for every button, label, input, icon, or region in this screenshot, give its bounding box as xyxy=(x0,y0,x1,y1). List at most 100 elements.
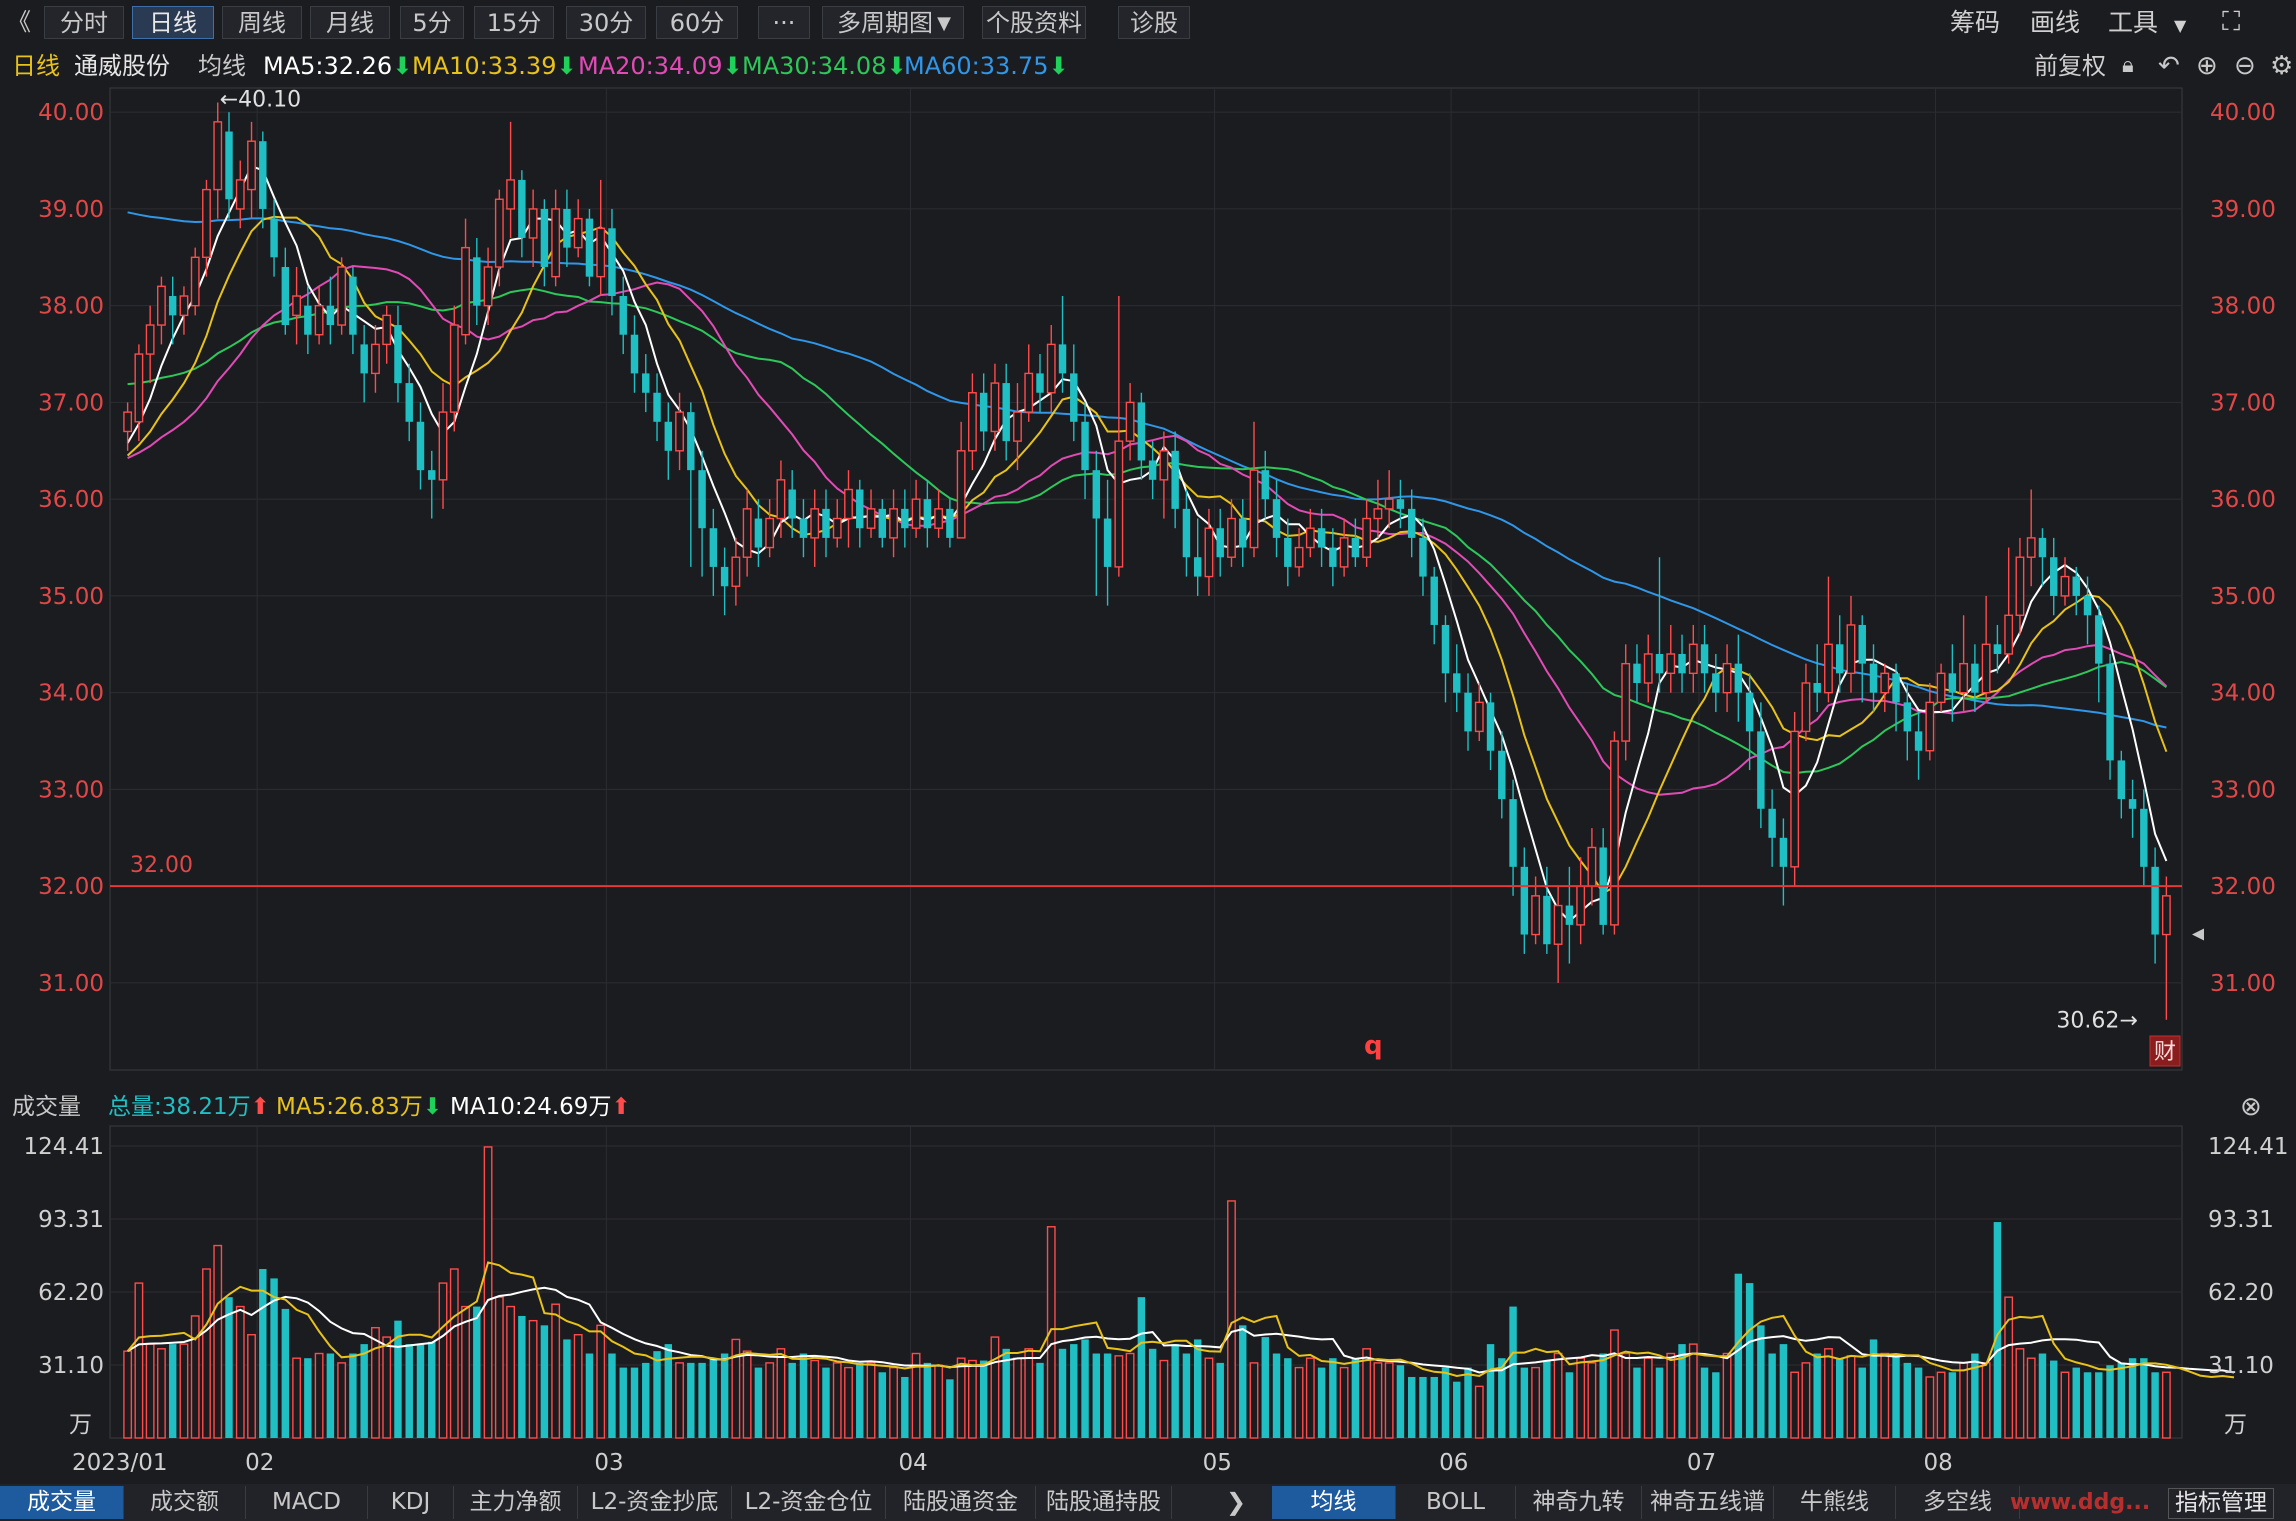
indicator-tab-1[interactable]: 成交额 xyxy=(124,1486,246,1519)
volume-bar xyxy=(1317,1367,1326,1438)
indicator-tab-7[interactable]: 陆股通资金 xyxy=(886,1486,1036,1519)
candle-body xyxy=(1046,343,1056,394)
collapse-button[interactable]: 《 xyxy=(7,8,31,36)
candle xyxy=(1317,508,1326,567)
draw-button[interactable]: 画线 xyxy=(2030,8,2081,37)
candle xyxy=(1294,528,1304,577)
indicator-tab-3[interactable]: KDJ xyxy=(368,1486,454,1519)
candle xyxy=(2026,489,2036,587)
candle-body xyxy=(1486,702,1495,751)
kline-chart[interactable]: 40.00 40.00 39.00 39.00 38.00 38.00 37.00 37.00… xyxy=(0,0,2296,1484)
candle-body xyxy=(776,479,786,520)
volume-bar xyxy=(1993,1222,2002,1438)
volume-bar xyxy=(1227,1200,1236,1439)
overlay-tab-5[interactable]: 多空线 xyxy=(1896,1486,2020,1519)
zoom-out-icon[interactable]: ⊖ xyxy=(2234,51,2256,81)
candle-body xyxy=(1520,866,1529,935)
volume-bar xyxy=(1046,1226,1056,1439)
candle-body xyxy=(2015,556,2025,616)
candle-body xyxy=(1441,624,1450,674)
chevron-right-icon[interactable]: ❯ xyxy=(1226,1488,1247,1516)
volume-bar xyxy=(1531,1366,1541,1439)
candle xyxy=(1373,479,1383,538)
volume-title: 成交量 xyxy=(12,1094,81,1120)
volume-bar xyxy=(990,1336,1000,1439)
more-periods-button[interactable]: ··· xyxy=(758,6,810,39)
ma10-text: MA10:33.39 xyxy=(412,52,557,80)
volume-bar xyxy=(1351,1358,1360,1438)
indicator-tab-2[interactable]: MACD xyxy=(246,1486,368,1519)
period-tab-3[interactable]: 月线 xyxy=(310,6,390,39)
period-tab-2[interactable]: 周线 xyxy=(222,6,302,39)
volume-bar xyxy=(134,1282,144,1439)
candle xyxy=(304,286,312,355)
volume-bar xyxy=(2026,1357,2036,1439)
candle-body xyxy=(709,528,718,567)
overlay-tab-1[interactable]: BOLL xyxy=(1396,1486,1516,1519)
indicator-tab-4[interactable]: 主力净额 xyxy=(454,1486,578,1519)
overlay-tab-2[interactable]: 神奇九转 xyxy=(1516,1486,1642,1519)
volume-bar xyxy=(179,1343,189,1439)
price-axis-label-left: 35.00 xyxy=(38,584,104,610)
volume-bar xyxy=(1441,1367,1450,1438)
candle xyxy=(2140,789,2148,887)
candle-body xyxy=(1790,730,1800,868)
candle xyxy=(1058,296,1067,393)
period-tab-1[interactable]: 日线 xyxy=(132,6,214,39)
candle xyxy=(1159,431,1169,519)
candle-body xyxy=(1002,383,1010,442)
stock-info-button[interactable]: 个股资料 xyxy=(982,6,1086,39)
period-tab-4[interactable]: 5分 xyxy=(400,6,464,39)
indicator-tab-5[interactable]: L2-资金抄底 xyxy=(578,1486,732,1519)
candle xyxy=(371,325,380,393)
candle-body xyxy=(889,508,898,539)
adjust-button[interactable]: 前复权 xyxy=(2034,52,2106,80)
candle-body xyxy=(742,508,752,558)
indicator-tab-6[interactable]: L2-资金仓位 xyxy=(732,1486,886,1519)
overlay-tab-3[interactable]: 神奇五线谱 xyxy=(1642,1486,1774,1519)
candle-body xyxy=(540,208,549,267)
tools-button[interactable]: 工具 ▼ xyxy=(2108,6,2186,39)
close-icon[interactable]: ⊗ xyxy=(2240,1092,2262,1122)
candle-body xyxy=(1339,537,1349,568)
volume-bar xyxy=(1159,1359,1169,1439)
volume-bar xyxy=(642,1362,650,1438)
candle xyxy=(2038,528,2047,587)
overlay-tab-0[interactable]: 均线 xyxy=(1272,1486,1396,1519)
arrow-down-icon: ⬇ xyxy=(422,1094,443,1120)
indicator-manage-button[interactable]: 指标管理 xyxy=(2168,1488,2274,1519)
undo-icon[interactable]: ↶ xyxy=(2158,51,2180,81)
volume-bar xyxy=(1294,1366,1304,1439)
period-tab-0[interactable]: 分时 xyxy=(44,6,124,39)
ma-label[interactable]: 均线 xyxy=(198,52,246,80)
candle xyxy=(754,499,763,567)
volume-bar xyxy=(866,1362,876,1439)
candle-body xyxy=(1880,672,1890,694)
candle-body xyxy=(449,324,459,413)
volume-bar xyxy=(349,1353,357,1438)
period-tab-5[interactable]: 15分 xyxy=(474,6,554,39)
candle xyxy=(2072,566,2080,616)
multi-period-button[interactable]: 多周期图 ▼ xyxy=(822,6,964,39)
candle xyxy=(1509,779,1517,896)
candle-body xyxy=(1171,450,1179,509)
indicator-tab-8[interactable]: 陆股通持股 xyxy=(1036,1486,1172,1519)
volume-bar xyxy=(1824,1348,1833,1439)
diagnose-button[interactable]: 诊股 xyxy=(1118,6,1190,39)
overlay-tab-4[interactable]: 牛熊线 xyxy=(1774,1486,1896,1519)
fullscreen-icon[interactable]: ⛶ xyxy=(2222,7,2241,37)
lock-icon[interactable]: 🔒︎ xyxy=(2122,53,2134,78)
zoom-in-icon[interactable]: ⊕ xyxy=(2196,51,2218,81)
period-tab-7[interactable]: 60分 xyxy=(656,6,738,39)
indicator-tab-0[interactable]: 成交量 xyxy=(0,1486,124,1519)
candle xyxy=(675,392,684,471)
chips-button[interactable]: 筹码 xyxy=(1950,8,2001,37)
volume-axis-label-left: 124.41 xyxy=(24,1134,104,1160)
volume-bar xyxy=(901,1376,909,1438)
period-tab-6[interactable]: 30分 xyxy=(566,6,646,39)
volume-bar xyxy=(235,1305,245,1439)
settings-icon[interactable]: ⚙ xyxy=(2270,51,2294,81)
volume-ma10: MA10:24.69万⬆ xyxy=(450,1088,631,1126)
volume-bar xyxy=(1137,1297,1146,1438)
price-axis-label-right: 38.00 xyxy=(2210,294,2276,320)
